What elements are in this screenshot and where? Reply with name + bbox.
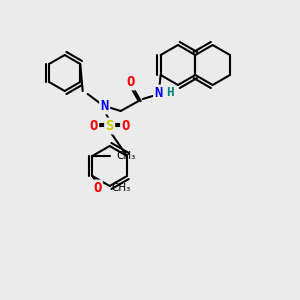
Text: O: O [122, 119, 130, 133]
Text: N: N [100, 99, 109, 113]
Text: O: O [89, 119, 98, 133]
Text: CH₃: CH₃ [111, 183, 130, 193]
Text: CH₃: CH₃ [116, 151, 136, 161]
Text: H: H [166, 86, 173, 100]
Text: S: S [106, 119, 114, 133]
Text: O: O [127, 75, 135, 89]
Text: O: O [93, 181, 101, 195]
Text: N: N [154, 86, 163, 100]
